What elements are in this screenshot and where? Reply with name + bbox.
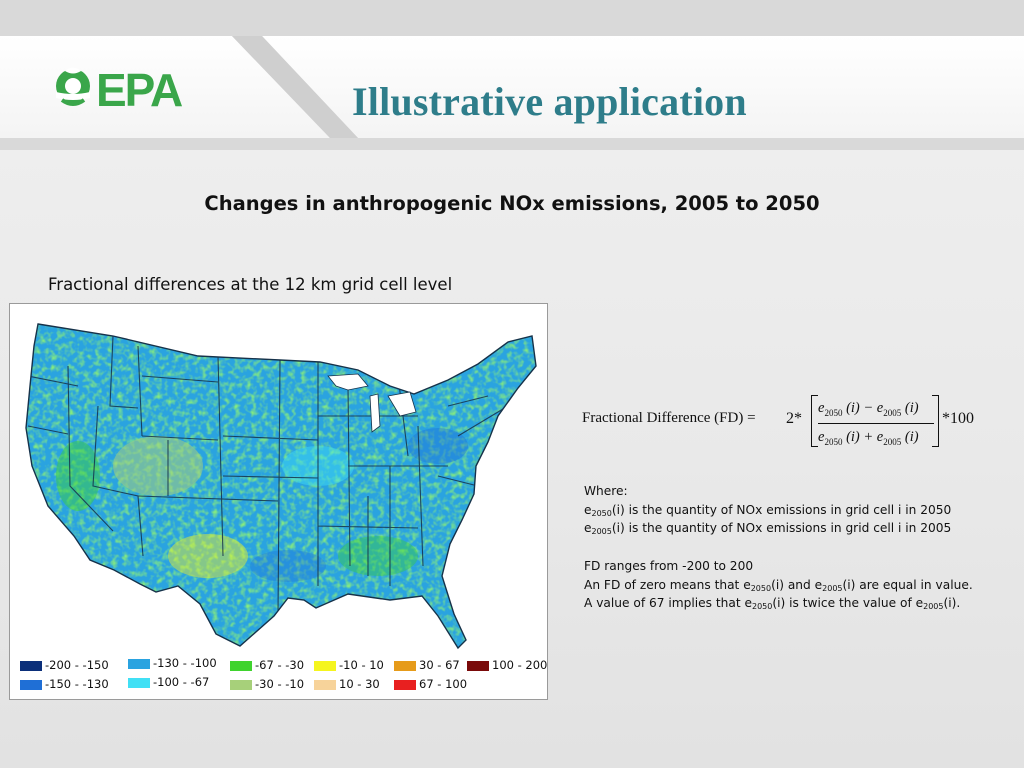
- map-legend: -200 - -150 -150 - -130 -130 - -100 -100…: [18, 656, 547, 696]
- legend-swatch: [20, 660, 42, 671]
- formula-fraction: e2050 (i) − e2005 (i) e2050 (i) + e2005 …: [814, 396, 936, 450]
- legend-item: -10 - 10: [314, 658, 384, 676]
- note-zero: An FD of zero means that e2050(i) and e2…: [584, 577, 973, 593]
- legend-item: -150 - -130: [20, 677, 109, 695]
- legend-label: -200 - -150: [45, 658, 109, 672]
- formula-notes: Where: e2050(i) is the quantity of NOx e…: [584, 482, 1014, 613]
- legend-label: 10 - 30: [339, 677, 380, 691]
- fd-formula: Fractional Difference (FD) = 2* e2050 (i…: [582, 392, 1002, 452]
- note-67: A value of 67 implies that e2050(i) is t…: [584, 596, 961, 612]
- great-lakes: [327, 373, 417, 433]
- note-e2005: e2005(i) is the quantity of NOx emission…: [584, 521, 952, 537]
- header-band: [0, 0, 1024, 150]
- legend-swatch: [467, 660, 489, 671]
- us-nox-difference-map: [25, 323, 537, 649]
- chart-subtitle: Changes in anthropogenic NOx emissions, …: [204, 192, 820, 215]
- map-caption: Fractional differences at the 12 km grid…: [48, 275, 453, 294]
- epa-logo-mark: EPA: [56, 64, 184, 116]
- epa-logo: EPA: [52, 62, 212, 118]
- legend-item: -67 - -30: [230, 658, 304, 676]
- legend-item: 30 - 67: [394, 658, 460, 676]
- right-bracket: [932, 395, 939, 447]
- legend-item: 10 - 30: [314, 677, 380, 695]
- legend-label: 100 - 200: [492, 658, 548, 672]
- legend-label: -100 - -67: [153, 675, 210, 689]
- legend-label: 67 - 100: [419, 677, 468, 691]
- legend-swatch: [128, 677, 150, 688]
- slide-title: Illustrative application: [352, 79, 747, 124]
- legend-label: -10 - 10: [339, 658, 384, 672]
- state-borders: [27, 335, 509, 617]
- formula-label: Fractional Difference (FD) =: [582, 410, 756, 426]
- legend-label: 30 - 67: [419, 658, 460, 672]
- formula-numerator: e2050 (i) − e2005 (i): [818, 400, 919, 418]
- formula-factor: 2*: [786, 410, 802, 427]
- legend-swatch: [314, 679, 336, 690]
- legend-swatch: [128, 658, 150, 669]
- formula-multiplier: *100: [942, 410, 974, 427]
- flower-icon: [56, 67, 90, 106]
- legend-swatch: [230, 679, 252, 690]
- legend-swatch: [394, 679, 416, 690]
- legend-swatch: [230, 660, 252, 671]
- legend-item: 67 - 100: [394, 677, 467, 695]
- legend-label: -130 - -100: [153, 656, 217, 670]
- legend-item: -30 - -10: [230, 677, 304, 695]
- map-panel: -200 - -150 -150 - -130 -130 - -100 -100…: [9, 303, 548, 700]
- legend-item: 100 - 200: [467, 658, 547, 676]
- logo-text: EPA: [96, 64, 182, 116]
- fraction-bar: [818, 423, 934, 424]
- legend-swatch: [20, 679, 42, 690]
- legend-label: -150 - -130: [45, 677, 109, 691]
- left-bracket: [811, 395, 818, 447]
- note-range: FD ranges from -200 to 200: [584, 558, 754, 573]
- legend-swatch: [394, 660, 416, 671]
- legend-item: -200 - -150: [20, 658, 109, 676]
- note-e2050: e2050(i) is the quantity of NOx emission…: [584, 502, 952, 518]
- legend-item: -130 - -100: [128, 656, 217, 674]
- where-label: Where:: [584, 484, 628, 498]
- legend-item: -100 - -67: [128, 675, 209, 693]
- legend-label: -67 - -30: [255, 658, 305, 672]
- slide-header: EPA Illustrative application: [0, 0, 1024, 150]
- legend-swatch: [314, 660, 336, 671]
- legend-label: -30 - -10: [255, 677, 305, 691]
- formula-denominator: e2050 (i) + e2005 (i): [818, 429, 919, 447]
- spacer: [584, 538, 1014, 557]
